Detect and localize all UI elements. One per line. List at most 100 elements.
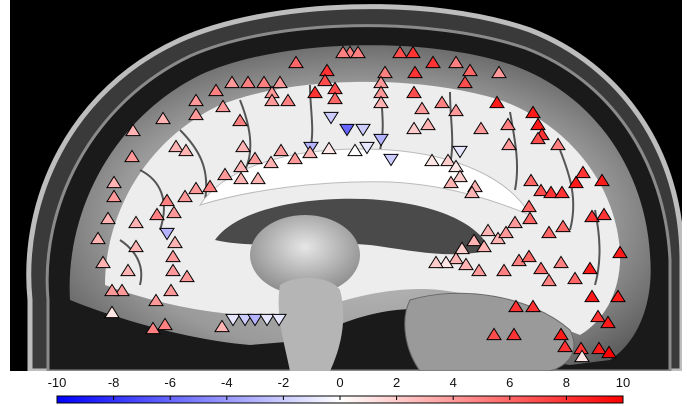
triangle-up-icon (407, 65, 423, 79)
colorbar-tick-label: 2 (393, 375, 400, 390)
triangle-up-icon (178, 143, 194, 157)
triangle-up-icon (188, 181, 204, 195)
triangle-up-icon (128, 215, 144, 229)
triangle-up-icon (500, 117, 516, 131)
triangle-up-icon (448, 103, 464, 117)
triangle-up-icon (555, 219, 571, 233)
triangle-down-icon (323, 111, 339, 125)
triangle-up-icon (165, 249, 181, 263)
triangle-up-icon (280, 93, 296, 107)
triangle-up-icon (104, 283, 120, 297)
triangle-up-icon (264, 93, 280, 107)
triangle-up-icon (224, 75, 240, 89)
triangle-down-icon (247, 313, 263, 327)
colorbar-tick-label: 8 (563, 375, 570, 390)
triangle-up-icon (574, 349, 590, 363)
colorbar: -10 -8 -6 -4 -2 0 2 4 6 8 10 (48, 375, 630, 404)
triangle-up-icon (496, 263, 512, 277)
triangle-up-icon (541, 273, 557, 287)
triangle-up-icon (501, 137, 517, 151)
triangle-down-icon (271, 313, 287, 327)
triangle-up-icon (235, 139, 251, 153)
triangle-up-icon (448, 159, 464, 173)
triangle-up-icon (163, 283, 179, 297)
triangle-up-icon (420, 117, 436, 131)
triangle-up-icon (104, 305, 120, 319)
triangle-up-icon (167, 235, 183, 249)
triangle-up-icon (179, 269, 195, 283)
triangle-up-icon (553, 255, 569, 269)
triangle-up-icon (177, 189, 193, 203)
triangle-up-icon (208, 83, 224, 97)
triangle-up-icon (600, 315, 616, 329)
triangle-up-icon (476, 239, 492, 253)
triangle-down-icon (339, 123, 355, 137)
triangle-up-icon (321, 141, 337, 155)
triangle-up-icon (550, 137, 566, 151)
triangle-up-icon (601, 345, 617, 359)
triangle-up-icon (287, 151, 303, 165)
triangle-up-icon (157, 317, 173, 331)
triangle-up-icon (273, 143, 289, 157)
triangle-up-icon (202, 179, 218, 193)
triangle-up-icon (506, 327, 522, 341)
triangle-up-icon (319, 63, 335, 77)
colorbar-tick-label: -8 (108, 375, 120, 390)
mri-sagittal-slice (10, 0, 682, 371)
colorbar-tick-label: 4 (450, 375, 457, 390)
triangle-up-icon (373, 95, 389, 109)
triangle-up-icon (452, 169, 468, 183)
mri-brain-image (26, 4, 682, 371)
triangle-up-icon (434, 95, 450, 109)
triangle-up-icon (377, 65, 393, 79)
triangle-up-icon (554, 185, 570, 199)
triangle-up-icon (114, 283, 130, 297)
triangle-up-icon (327, 91, 343, 105)
brainstem (278, 278, 344, 371)
triangle-up-icon (591, 341, 607, 355)
triangle-up-icon (425, 55, 441, 69)
triangle-up-icon (124, 149, 140, 163)
triangle-up-icon (406, 121, 422, 135)
electrode-markers (90, 45, 628, 363)
triangle-up-icon (392, 45, 408, 59)
colorbar-tick-label: -2 (278, 375, 290, 390)
triangle-up-icon (533, 183, 549, 197)
triangle-up-icon (464, 185, 480, 199)
triangle-up-icon (543, 185, 559, 199)
triangle-up-icon (148, 293, 164, 307)
triangle-up-icon (582, 261, 598, 275)
triangle-down-icon (355, 123, 371, 137)
triangle-up-icon (612, 245, 628, 259)
triangle-up-icon (168, 139, 184, 153)
triangle-up-icon (214, 319, 230, 333)
triangle-up-icon (307, 85, 323, 99)
triangle-up-icon (90, 231, 106, 245)
triangle-up-icon (594, 173, 610, 187)
triangle-up-icon (466, 233, 482, 247)
triangle-up-icon (128, 239, 144, 253)
triangle-up-icon (473, 121, 489, 135)
cerebellum (404, 292, 575, 371)
triangle-up-icon (247, 151, 263, 165)
colorbar-tick-label: -6 (164, 375, 176, 390)
triangle-up-icon (525, 105, 541, 119)
triangle-up-icon (165, 263, 181, 277)
triangle-up-icon (553, 327, 569, 341)
triangle-up-icon (440, 153, 456, 167)
triangle-up-icon (166, 205, 182, 219)
triangle-up-icon (424, 153, 440, 167)
triangle-up-icon (347, 143, 363, 157)
triangle-up-icon (523, 173, 539, 187)
triangle-up-icon (125, 123, 141, 137)
triangle-up-icon (521, 199, 537, 213)
triangle-up-icon (233, 171, 249, 185)
triangle-up-icon (584, 209, 600, 223)
triangle-up-icon (530, 117, 546, 131)
triangle-down-icon (159, 227, 175, 241)
triangle-up-icon (149, 207, 165, 221)
triangle-up-icon (350, 45, 366, 59)
triangle-up-icon (405, 45, 421, 59)
triangle-up-icon (522, 211, 538, 225)
